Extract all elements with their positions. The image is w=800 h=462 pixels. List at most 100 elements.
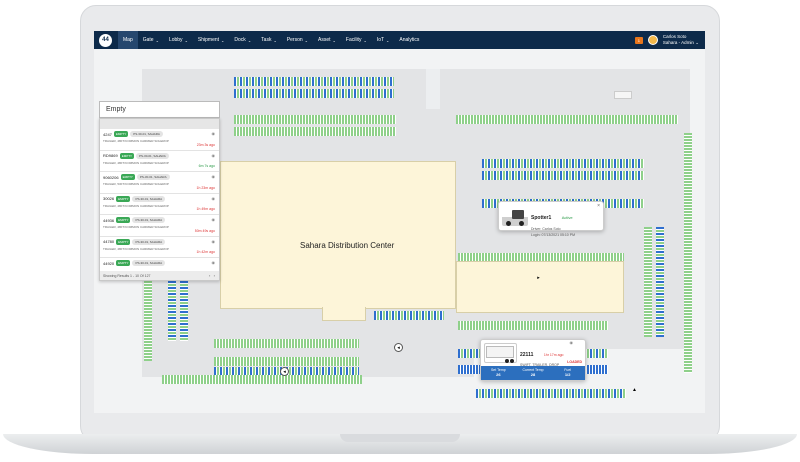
dwell-time: 50m 49s ago <box>194 228 215 233</box>
asset-id: 44780 <box>103 239 115 244</box>
eye-icon[interactable]: ◉ <box>211 238 216 244</box>
audio-marker-icon[interactable]: ◂ <box>280 367 289 376</box>
top-navbar: 44 Map Gate ⌄ Lobby ⌄ Shipment ⌄ Dock ⌄ Task… <box>94 31 705 49</box>
asset-id: RD9869 <box>103 153 118 158</box>
building-annex[interactable] <box>456 261 624 313</box>
parking-column[interactable] <box>144 281 152 361</box>
parking-row[interactable] <box>482 159 644 168</box>
spotter-login: Login: 07/13/2021 05:10 PM <box>531 233 575 237</box>
location-pill: PS-30-01, SAHARA <box>136 152 169 159</box>
app-logo[interactable]: 44 <box>99 33 112 47</box>
chevron-down-icon: ⌄ <box>247 37 252 43</box>
status-badge: EMPTY <box>116 260 131 266</box>
prev-page-button[interactable]: ‹ <box>208 273 211 278</box>
chevron-down-icon: ⌄ <box>332 37 336 43</box>
parking-row[interactable] <box>458 321 608 330</box>
parking-row[interactable] <box>214 339 359 348</box>
trailer-popup: 22111 1hr 17m ago SWIFT, TRAILER, DROP P… <box>480 339 586 381</box>
parking-row[interactable] <box>482 171 644 180</box>
parking-row[interactable] <box>456 115 678 124</box>
user-name: Carlos Soto <box>662 34 687 39</box>
nav-person[interactable]: Person ⌄ <box>286 37 309 43</box>
trailer-status: LOADED <box>567 360 582 364</box>
chevron-down-icon: ⌄ <box>273 37 277 43</box>
parking-column[interactable] <box>168 281 176 341</box>
dwell-time: 1h 49m ago <box>196 207 216 211</box>
next-page-button[interactable]: › <box>213 273 215 278</box>
current-temp: Current Temp 28 <box>522 368 544 377</box>
audio-marker-icon[interactable]: ◂ <box>394 343 403 352</box>
asset-id: 9060206 <box>103 174 119 180</box>
road <box>426 69 440 109</box>
yard-map[interactable]: Sahara Distribution Center ◂ ◂ ▸ ▲ Empty… <box>94 49 705 413</box>
search-input[interactable]: Empty <box>99 101 220 118</box>
parking-row[interactable] <box>234 127 396 136</box>
laptop-base <box>3 434 797 454</box>
distribution-center-building[interactable] <box>220 161 456 309</box>
asset-desc: TRAILER, 48FT/COMMON CARRIER SOLEROP <box>103 139 169 143</box>
list-item[interactable]: 30026 EMPTY PS-30-01, SAHARA TRAILER, 48FT… <box>100 194 219 215</box>
nav-lobby[interactable]: Lobby ⌄ <box>168 37 188 43</box>
list-item[interactable]: 9060206 EMPTY PS-30-01, SAHARA TRAILER, 53… <box>100 172 219 194</box>
nav-map[interactable]: Map <box>118 31 138 49</box>
avatar[interactable] <box>647 35 658 45</box>
nav-iot[interactable]: IoT ⌄ <box>376 37 390 43</box>
asset-id: 44936 <box>103 217 115 223</box>
parking-row[interactable] <box>234 77 394 86</box>
north-arrow-icon: ▲ <box>632 386 637 393</box>
eye-icon[interactable]: ◉ <box>211 152 216 158</box>
trailer-icon <box>484 343 517 363</box>
parking-column[interactable] <box>656 227 664 337</box>
nav-facility[interactable]: Facility ⌄ <box>345 37 367 43</box>
list-item[interactable]: 44936 EMPTY PS-30-01, SAHARA TRAILER, 48FT… <box>100 215 219 237</box>
eye-icon[interactable]: ◉ <box>569 340 574 345</box>
status-badge: EMPTY <box>120 174 135 180</box>
parking-column[interactable] <box>644 227 652 337</box>
asset-desc: TRAILER, 48FT/COMMON CARRIER SOLEROP <box>103 225 169 229</box>
building-dock-notch <box>322 307 366 321</box>
eye-icon[interactable]: ◉ <box>211 131 216 136</box>
parking-row[interactable] <box>476 389 626 398</box>
spotter-popup: Spotter1 Active Driver: Carlos Soto Logi… <box>498 201 604 237</box>
close-icon[interactable]: × <box>597 203 600 209</box>
asset-id: 44920 <box>103 260 115 266</box>
parking-column[interactable] <box>180 281 188 341</box>
nav-asset[interactable]: Asset ⌄ <box>318 37 336 43</box>
list-item[interactable]: 44920 EMPTY PS-30-01, SAHARA ◉ <box>100 258 219 280</box>
parking-row[interactable] <box>234 115 396 124</box>
location-pill: PS-30-01, SAHARA <box>132 238 166 245</box>
status-badge: EMPTY <box>116 238 131 245</box>
parking-row[interactable] <box>458 253 624 262</box>
eye-icon[interactable]: ◉ <box>211 195 216 201</box>
location-pill: PS-30-01, SAHARA <box>132 260 166 266</box>
nav-dock[interactable]: Dock ⌄ <box>234 37 252 43</box>
laptop-notch <box>340 434 460 442</box>
list-item[interactable]: 4247 EMPTY PS-30-01, SAHARA TRAILER, 48FT/… <box>100 129 219 151</box>
eye-icon[interactable]: ◉ <box>211 260 216 265</box>
user-menu[interactable]: Carlos Soto Sahara - Admin ⌄ <box>663 34 699 46</box>
chevron-down-icon: ⌄ <box>155 37 159 43</box>
nav-shipment[interactable]: Shipment ⌄ <box>197 37 225 43</box>
parking-row[interactable] <box>374 311 444 320</box>
nav-analytics[interactable]: Analytics <box>399 37 420 43</box>
spotter-driver: Driver: Carlos Soto <box>531 227 561 231</box>
parking-row[interactable] <box>214 357 359 366</box>
parking-row[interactable] <box>162 375 362 384</box>
list-item[interactable]: 44780 EMPTY PS-30-01, SAHARA TRAILER, 48FT… <box>100 237 219 258</box>
eye-icon[interactable]: ◉ <box>211 174 216 179</box>
chevron-down-icon: ⌄ <box>304 37 309 43</box>
list-item[interactable]: RD9869 EMPTY PS-30-01, SAHARA TRAILER, 48F… <box>100 151 219 172</box>
status-badge: EMPTY <box>113 131 129 137</box>
list-header <box>100 119 219 129</box>
nav-gate[interactable]: Gate ⌄ <box>142 37 159 43</box>
dwell-time: 1h 23m ago <box>196 185 216 190</box>
parking-row[interactable] <box>234 89 394 98</box>
parking-column[interactable] <box>684 133 692 373</box>
location-pill: PS-30-01, SAHARA <box>130 131 163 137</box>
nav-task[interactable]: Task ⌄ <box>261 37 277 43</box>
notification-icon[interactable]: 1 <box>634 36 643 44</box>
asset-desc: TRAILER, 53FT/COMMON CARRIER SOLEROP <box>103 182 169 186</box>
spotter-name: Spotter1 <box>531 215 552 221</box>
spotter-marker-icon[interactable]: ▸ <box>537 274 540 281</box>
eye-icon[interactable]: ◉ <box>211 217 216 222</box>
